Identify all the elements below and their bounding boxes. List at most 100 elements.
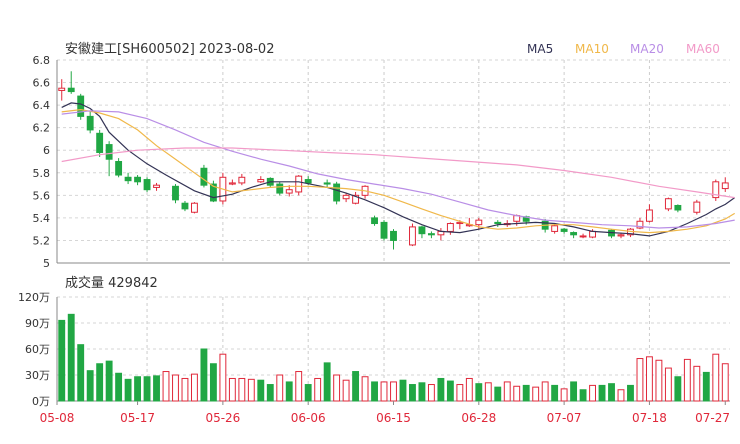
candle-down bbox=[380, 221, 388, 239]
volume-bar-up bbox=[712, 353, 720, 402]
volume-bar-down bbox=[409, 384, 416, 402]
volume-bar-up bbox=[503, 381, 511, 402]
volume-bar-down bbox=[494, 386, 502, 402]
volume-bar-down bbox=[96, 363, 104, 402]
volume-bar-down bbox=[266, 384, 274, 402]
price-tick-label: 5 bbox=[43, 257, 50, 270]
volume-bar-down bbox=[257, 379, 265, 402]
candle-up bbox=[228, 182, 236, 185]
volume-bar-down bbox=[143, 376, 151, 402]
candle-down bbox=[371, 217, 378, 225]
volume-bar-up bbox=[560, 388, 568, 402]
volume-bar-down bbox=[86, 370, 94, 402]
candle-down bbox=[494, 221, 502, 225]
candle-down bbox=[418, 226, 426, 235]
volume-bar-up bbox=[721, 363, 729, 402]
candle-up bbox=[636, 220, 644, 229]
volume-bar-up bbox=[532, 386, 540, 402]
volume-bar-down bbox=[105, 360, 113, 402]
candle-down bbox=[674, 204, 682, 211]
volume-bar-up bbox=[342, 379, 350, 402]
candle-up bbox=[579, 235, 587, 238]
volume-bar-up bbox=[465, 377, 473, 402]
candle-down bbox=[67, 87, 75, 93]
ma20-line bbox=[61, 110, 735, 229]
volume-tick-label: 60万 bbox=[25, 343, 50, 356]
volume-bar-up bbox=[247, 378, 255, 402]
volume-bar-up bbox=[693, 365, 701, 402]
price-tick-label: 6 bbox=[43, 144, 50, 157]
candle-down bbox=[304, 179, 312, 184]
volume-bar-up bbox=[162, 371, 170, 402]
candle-up bbox=[58, 87, 66, 91]
volume-bar-up bbox=[380, 381, 388, 402]
candle-up bbox=[191, 202, 198, 213]
volume-tick-label: 90万 bbox=[25, 317, 50, 330]
legend-ma5: MA5 bbox=[527, 42, 553, 56]
volume-bar-down bbox=[200, 348, 208, 402]
volume-bar-up bbox=[295, 371, 303, 402]
candle-down bbox=[427, 233, 435, 236]
candle-down bbox=[333, 183, 341, 202]
x-tick-label: 07-27 bbox=[695, 411, 730, 425]
candle-down bbox=[115, 161, 123, 176]
volume-bar-down bbox=[115, 372, 123, 402]
x-tick-label: 05-26 bbox=[205, 411, 240, 425]
volume-tick-label: 120万 bbox=[18, 291, 50, 304]
volume-bar-down bbox=[522, 384, 530, 402]
volume-chart-title: 成交量 429842 bbox=[65, 275, 158, 291]
volume-bar-down bbox=[352, 371, 360, 402]
volume-bar-up bbox=[664, 367, 672, 402]
volume-bar-down bbox=[674, 376, 682, 402]
volume-bar-up bbox=[276, 374, 284, 402]
volume-bar-up bbox=[645, 356, 653, 402]
x-tick-label: 07-18 bbox=[632, 411, 667, 425]
volume-bar-down bbox=[77, 344, 85, 402]
candle-down bbox=[134, 176, 142, 183]
volume-bar-down bbox=[551, 384, 559, 402]
candle-up bbox=[238, 176, 246, 184]
candle-up bbox=[664, 198, 672, 210]
volume-bar-up bbox=[181, 377, 189, 402]
volume-bar-up bbox=[484, 382, 492, 402]
volume-bar-down bbox=[598, 384, 606, 402]
candle-up bbox=[693, 201, 701, 213]
candle-up bbox=[475, 219, 483, 226]
price-tick-label: 6.8 bbox=[33, 54, 51, 67]
candle-up bbox=[645, 209, 653, 222]
candle-down bbox=[96, 132, 104, 153]
volume-bar-down bbox=[399, 379, 407, 402]
volume-bar-up bbox=[636, 358, 644, 402]
legend-ma20: MA20 bbox=[630, 42, 664, 56]
volume-bar-up bbox=[456, 384, 464, 402]
volume-bar-down bbox=[371, 381, 378, 402]
volume-tick-label: 30万 bbox=[25, 369, 50, 382]
candle-up bbox=[342, 194, 350, 200]
volume-bar-down bbox=[475, 383, 483, 402]
volume-bar-down bbox=[446, 380, 454, 402]
candle-up bbox=[153, 184, 160, 188]
volume-bar-up bbox=[314, 377, 322, 402]
volume-bar-down bbox=[304, 384, 312, 402]
volume-bar-down bbox=[702, 371, 710, 402]
candle-up bbox=[712, 181, 720, 199]
volume-bar-up bbox=[541, 381, 549, 402]
volume-bar-up bbox=[390, 381, 397, 402]
volume-bar-down bbox=[209, 363, 217, 402]
candle-down bbox=[323, 182, 331, 185]
price-tick-label: 5.6 bbox=[33, 189, 51, 202]
ma10-line bbox=[61, 108, 736, 234]
volume-bar-up bbox=[617, 389, 625, 402]
volume-bar-up bbox=[191, 373, 198, 402]
price-tick-label: 5.8 bbox=[33, 167, 51, 180]
price-chart-title: 安徽建工[SH600502] 2023-08-02 bbox=[65, 42, 274, 57]
volume-bar-up bbox=[589, 384, 596, 402]
legend-ma60: MA60 bbox=[686, 42, 720, 56]
volume-bar-down bbox=[134, 376, 142, 402]
volume-bar-up bbox=[238, 377, 246, 402]
candle-down bbox=[200, 167, 208, 186]
candle-down bbox=[124, 176, 132, 182]
ma60-line bbox=[61, 147, 735, 199]
x-tick-label: 05-08 bbox=[40, 411, 75, 425]
